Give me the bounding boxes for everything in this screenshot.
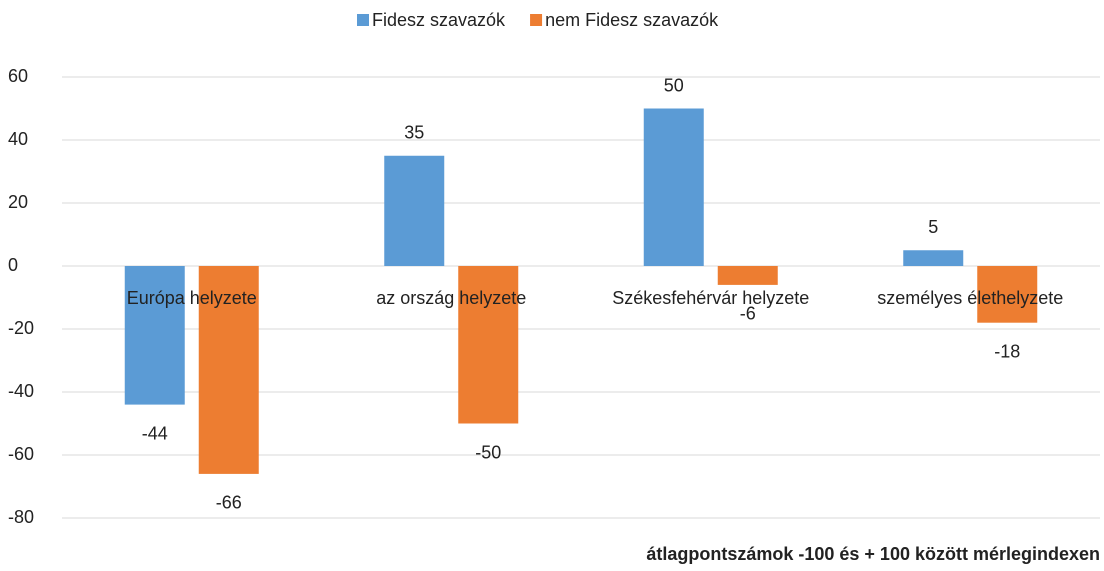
bar bbox=[198, 266, 259, 474]
legend-swatch bbox=[357, 14, 369, 26]
y-tick-label: -20 bbox=[8, 318, 34, 338]
x-tick-label: személyes élethelyzete bbox=[877, 288, 1063, 308]
y-tick-label: 0 bbox=[8, 255, 18, 275]
y-tick-label: -60 bbox=[8, 444, 34, 464]
data-label: 50 bbox=[664, 75, 684, 95]
legend-label: Fidesz szavazók bbox=[372, 10, 506, 30]
x-tick-label: Európa helyzete bbox=[127, 288, 257, 308]
bar bbox=[903, 250, 964, 266]
y-tick-label: 20 bbox=[8, 192, 28, 212]
y-tick-label: -40 bbox=[8, 381, 34, 401]
bar bbox=[643, 108, 704, 266]
bar bbox=[977, 266, 1038, 323]
data-label: -18 bbox=[994, 341, 1020, 361]
bar bbox=[124, 266, 185, 405]
data-label: 5 bbox=[928, 217, 938, 237]
x-tick-label: Székesfehérvár helyzete bbox=[612, 288, 809, 308]
y-tick-label: -80 bbox=[8, 507, 34, 527]
legend-swatch bbox=[530, 14, 543, 26]
data-label: -66 bbox=[216, 493, 242, 513]
bar bbox=[717, 266, 778, 285]
data-label: 35 bbox=[404, 123, 424, 143]
x-axis-title: átlagpontszámok -100 és + 100 között mér… bbox=[646, 544, 1100, 564]
data-label: -6 bbox=[740, 304, 756, 324]
legend-label: nem Fidesz szavazók bbox=[545, 10, 719, 30]
y-tick-label: 40 bbox=[8, 129, 28, 149]
bar bbox=[458, 266, 519, 424]
y-tick-label: 60 bbox=[8, 66, 28, 86]
x-tick-label: az ország helyzete bbox=[376, 288, 526, 308]
data-label: -50 bbox=[475, 442, 501, 462]
data-label: -44 bbox=[142, 423, 168, 443]
bar bbox=[384, 155, 445, 266]
